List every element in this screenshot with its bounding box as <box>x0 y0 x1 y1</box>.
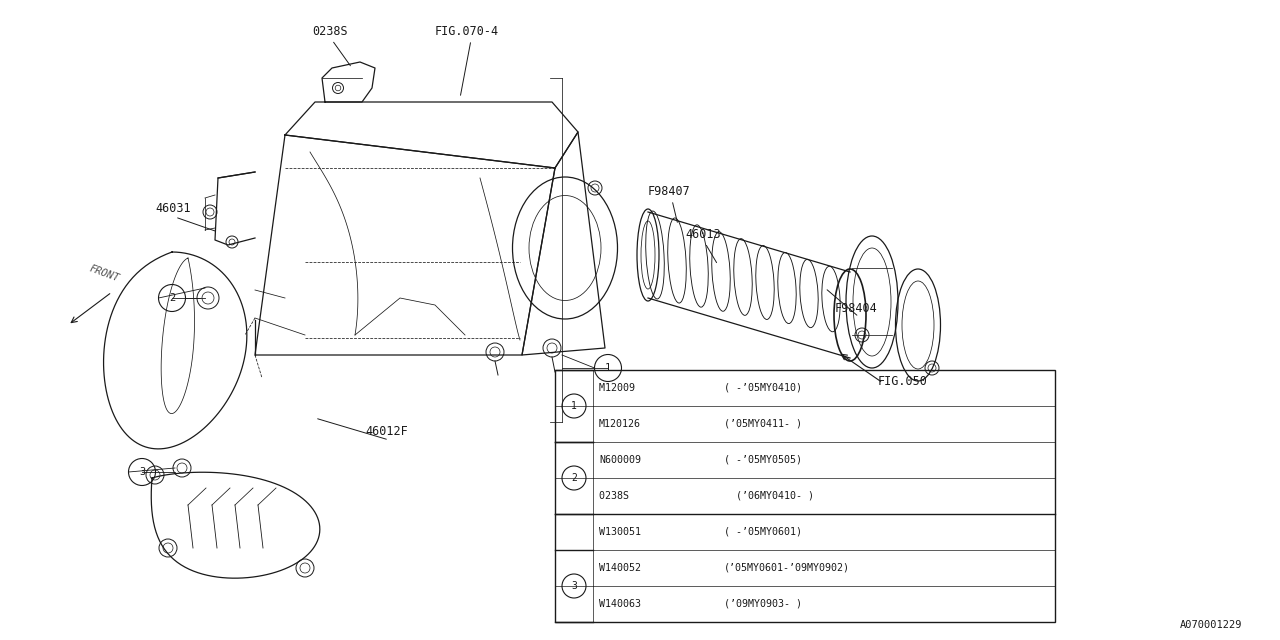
Text: FRONT: FRONT <box>88 264 120 284</box>
Text: 1: 1 <box>605 363 611 373</box>
Bar <box>556 370 1055 622</box>
Text: F98404: F98404 <box>835 302 878 315</box>
Text: M120126: M120126 <box>599 419 641 429</box>
Text: W130051: W130051 <box>599 527 641 537</box>
Text: 46013: 46013 <box>685 228 721 241</box>
Text: ( -’05MY0410): ( -’05MY0410) <box>724 383 803 393</box>
Text: 46031: 46031 <box>155 202 191 215</box>
Text: F98407: F98407 <box>648 185 691 198</box>
Text: 3: 3 <box>138 467 145 477</box>
Text: W140052: W140052 <box>599 563 641 573</box>
Text: (’05MY0601-’09MY0902): (’05MY0601-’09MY0902) <box>724 563 850 573</box>
Text: ( -’05MY0601): ( -’05MY0601) <box>724 527 803 537</box>
Text: FIG.070-4: FIG.070-4 <box>435 25 499 38</box>
Text: N600009: N600009 <box>599 455 641 465</box>
Text: A070001229: A070001229 <box>1179 620 1242 630</box>
Text: 46012F: 46012F <box>365 425 408 438</box>
Text: ( -’05MY0505): ( -’05MY0505) <box>724 455 803 465</box>
Text: 2: 2 <box>571 473 577 483</box>
Text: FIG.050: FIG.050 <box>878 375 928 388</box>
Text: 0238S: 0238S <box>599 491 641 501</box>
Text: W140063: W140063 <box>599 599 641 609</box>
Text: 0238S: 0238S <box>312 25 348 38</box>
Text: 2: 2 <box>169 293 175 303</box>
Text: (’09MY0903- ): (’09MY0903- ) <box>724 599 803 609</box>
Text: M12009: M12009 <box>599 383 646 393</box>
Text: (’06MY0410- ): (’06MY0410- ) <box>724 491 814 501</box>
Text: (’05MY0411- ): (’05MY0411- ) <box>724 419 803 429</box>
Text: 3: 3 <box>571 581 577 591</box>
Text: 1: 1 <box>571 401 577 411</box>
